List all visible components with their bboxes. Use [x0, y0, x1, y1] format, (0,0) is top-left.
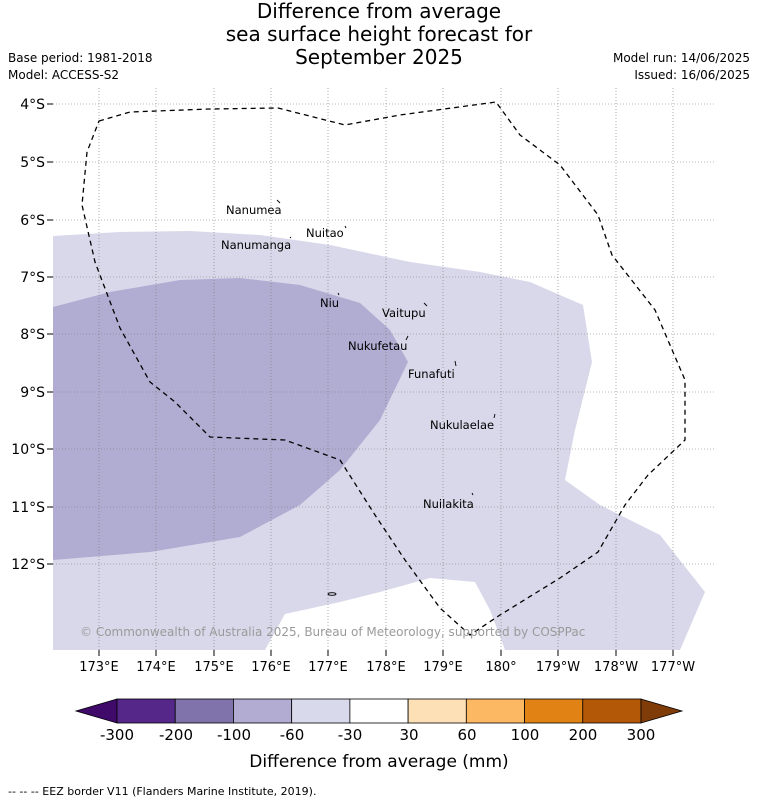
- island-label-nanumea: Nanumea: [226, 203, 282, 217]
- colorbar-segment: [349, 698, 409, 724]
- band-minus100-to-minus60-lobe: [53, 620, 70, 650]
- island-label-nukufetau: Nukufetau: [348, 339, 407, 353]
- lat-label-7s: 7°S: [20, 270, 45, 286]
- cb-tick-30: 30: [399, 726, 418, 744]
- island-mark-nanumanga: [289, 236, 292, 239]
- colorbar-segments: [74, 698, 684, 724]
- lat-label-9s: 9°S: [20, 385, 45, 401]
- lat-label-8s: 8°S: [20, 327, 45, 343]
- island-mark-vaitupu: [423, 302, 428, 307]
- island-mark-nukulaelae: [493, 413, 496, 419]
- colorbar-label: Difference from average (mm): [249, 752, 508, 772]
- colorbar-segment: [291, 698, 351, 724]
- colorbar: -300 -200 -100 -60 -30 30 60 100 200 300…: [74, 698, 684, 772]
- title-line-2: sea surface height forecast for: [225, 22, 533, 46]
- eez-border: [81, 101, 686, 636]
- meta-left: Base period: 1981-2018 Model: ACCESS-S2: [8, 50, 153, 84]
- island-mark-funafuti: [454, 360, 457, 367]
- island-mark-nuilakita: [471, 492, 474, 496]
- lat-label-5s: 5°S: [20, 155, 45, 171]
- lon-label-176e: 176°E: [251, 660, 291, 675]
- meta-right: Model run: 14/06/2025 Issued: 16/06/2025: [613, 50, 750, 84]
- lat-label-12s: 12°S: [11, 557, 45, 573]
- colorbar-extend-low: [74, 698, 118, 724]
- copyright-notice: © Commonwealth of Australia 2025, Bureau…: [80, 625, 585, 639]
- lon-label-179w: 179°W: [536, 660, 580, 675]
- lat-label-10s: 10°S: [11, 442, 45, 458]
- colorbar-segment: [233, 698, 293, 724]
- island-label-niu: Niu: [320, 296, 339, 310]
- colorbar-segment: [116, 698, 176, 724]
- model-run: Model run: 14/06/2025: [612, 51, 750, 65]
- cb-tick-minus300: -300: [100, 726, 134, 744]
- lon-label-177e: 177°E: [308, 660, 348, 675]
- island-label-vaitupu: Vaitupu: [382, 306, 426, 320]
- island-mark-nukufetau: [405, 335, 409, 341]
- lon-label-173e: 173°E: [79, 660, 119, 675]
- cb-tick-100: 100: [511, 726, 540, 744]
- cb-tick-200: 200: [569, 726, 598, 744]
- island-label-nuitao: Nuitao: [306, 226, 344, 240]
- island-label-nukulaelae: Nukulaelae: [430, 418, 494, 432]
- island-markers: [276, 199, 496, 596]
- island-labels: Nanumea Nuitao Nanumanga Niu Vaitupu Nuk…: [221, 203, 494, 511]
- lon-label-178w: 178°W: [594, 660, 638, 675]
- colorbar-segment: [465, 698, 525, 724]
- lat-label-4s: 4°S: [20, 97, 45, 113]
- cb-tick-300: 300: [627, 726, 656, 744]
- cb-tick-minus200: -200: [159, 726, 193, 744]
- lon-label-180: 180°: [485, 660, 516, 675]
- lon-label-178e: 178°E: [366, 660, 406, 675]
- latitude-labels: 4°S 5°S 6°S 7°S 8°S 9°S 10°S 11°S 12°S: [11, 97, 53, 573]
- colorbar-segment: [174, 698, 234, 724]
- colorbar-segment: [582, 698, 642, 724]
- eez-footer-note: -- -- -- EEZ border V11 (Flanders Marine…: [8, 785, 317, 798]
- colorbar-tick-labels: -300 -200 -100 -60 -30 30 60 100 200 300: [100, 726, 655, 744]
- band-minus100-to-minus60: [53, 278, 408, 560]
- island-label-nuilakita: Nuilakita: [423, 497, 474, 511]
- gridlines: [53, 88, 714, 650]
- island-mark-niu: [337, 292, 340, 296]
- colorbar-extend-high: [640, 698, 684, 724]
- cb-tick-60: 60: [457, 726, 476, 744]
- lat-label-11s: 11°S: [11, 500, 45, 516]
- colorbar-segment: [524, 698, 584, 724]
- title-line-3: September 2025: [295, 45, 463, 69]
- cb-tick-minus60: -60: [280, 726, 305, 744]
- issued-date: Issued: 16/06/2025: [634, 68, 750, 82]
- island-mark-nuitao: [344, 225, 347, 229]
- island-label-funafuti: Funafuti: [408, 367, 455, 381]
- reef-mark-south: [327, 592, 337, 596]
- cb-tick-minus100: -100: [217, 726, 251, 744]
- title-line-1: Difference from average: [256, 0, 502, 23]
- model-name: Model: ACCESS-S2: [8, 68, 120, 82]
- island-mark-nanumea: [276, 199, 281, 204]
- lon-label-174e: 174°E: [136, 660, 176, 675]
- white-cutout-south: [265, 578, 505, 650]
- map-panel: Nanumea Nuitao Nanumanga Niu Vaitupu Nuk…: [53, 88, 714, 650]
- lon-label-175e: 175°E: [194, 660, 234, 675]
- cb-tick-minus30: -30: [338, 726, 363, 744]
- colorbar-segment: [407, 698, 467, 724]
- lon-label-179e: 179°E: [423, 660, 463, 675]
- lat-label-6s: 6°S: [20, 213, 45, 229]
- lon-label-177w: 177°W: [651, 660, 695, 675]
- longitude-labels: 173°E 174°E 175°E 176°E 177°E 178°E 179°…: [79, 650, 695, 675]
- island-label-nanumanga: Nanumanga: [221, 238, 291, 252]
- map-title: Difference from average sea surface heig…: [0, 0, 758, 69]
- base-period: Base period: 1981-2018: [8, 51, 153, 65]
